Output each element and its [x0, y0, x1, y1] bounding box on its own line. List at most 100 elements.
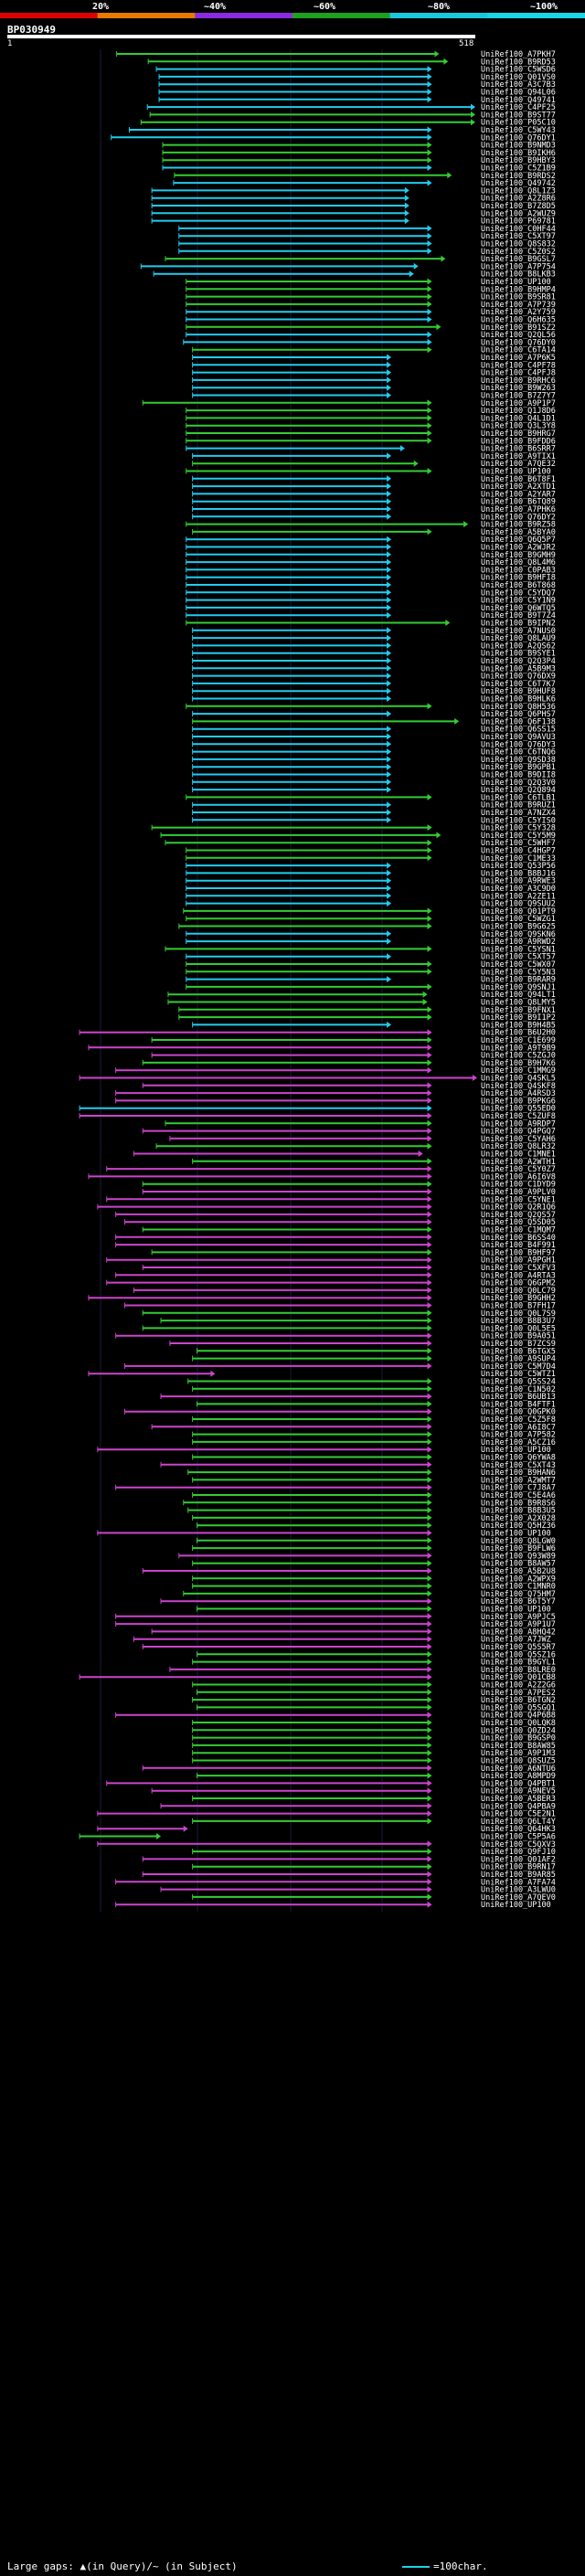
hit-row[interactable]: UniRef100_Q01AF2 — [142, 1855, 556, 1864]
hit-label[interactable]: UniRef100_A4RTA3 — [481, 1271, 556, 1280]
hit-label[interactable]: UniRef100_A9P1U7 — [481, 1620, 556, 1629]
hit-label[interactable]: UniRef100_Q2Q3P4 — [481, 657, 556, 666]
hit-label[interactable]: UniRef100_Q0L7S9 — [481, 1309, 556, 1319]
hit-row[interactable]: UniRef100_C5YAH6 — [169, 1135, 556, 1144]
hit-label[interactable]: UniRef100_A7NUS0 — [481, 627, 556, 636]
hit-label[interactable]: UniRef100_Q9FJ10 — [481, 1848, 556, 1857]
hit-row[interactable]: UniRef100_Q8L1Z3 — [151, 186, 556, 196]
hit-row[interactable]: UniRef100_A7P6K5 — [192, 354, 556, 363]
hit-row[interactable]: UniRef100_C0PAB3 — [186, 566, 556, 575]
hit-label[interactable]: UniRef100_Q0GPK0 — [481, 1408, 556, 1417]
hit-row[interactable]: UniRef100_A6I8C7 — [151, 1423, 556, 1432]
hit-row[interactable]: UniRef100_B9HLK6 — [192, 695, 556, 705]
hit-row[interactable]: UniRef100_B9GHH2 — [88, 1294, 556, 1303]
hit-label[interactable]: UniRef100_Q6H635 — [481, 316, 556, 325]
hit-row[interactable]: UniRef100_B6T8F1 — [192, 475, 556, 484]
hit-label[interactable]: UniRef100_Q8LMY5 — [481, 999, 556, 1008]
hit-label[interactable]: UniRef100_Q01AF2 — [481, 1855, 556, 1864]
hit-label[interactable]: UniRef100_B9A051 — [481, 1332, 556, 1341]
hit-row[interactable]: UniRef100_C5E4A6 — [192, 1491, 556, 1500]
hit-row[interactable]: UniRef100_A2WMT7 — [192, 1476, 556, 1485]
hit-label[interactable]: UniRef100_Q4PBT1 — [481, 1779, 556, 1788]
hit-label[interactable]: UniRef100_Q76DY1 — [481, 133, 556, 143]
hit-row[interactable]: UniRef100_B9W263 — [192, 384, 556, 393]
hit-label[interactable]: UniRef100_A7PHK6 — [481, 505, 556, 514]
hit-row[interactable]: UniRef100_Q0GPK0 — [123, 1408, 556, 1417]
hit-label[interactable]: UniRef100_C5E2N1 — [481, 1810, 556, 1819]
hit-label[interactable]: UniRef100_A9PLV0 — [481, 1188, 556, 1197]
hit-row[interactable]: UniRef100_A2Y759 — [186, 308, 556, 317]
hit-label[interactable]: UniRef100_Q8S832 — [481, 240, 556, 249]
hit-row[interactable]: UniRef100_A9T9B9 — [88, 1044, 556, 1053]
hit-row[interactable]: UniRef100_C5Y5N3 — [186, 968, 556, 977]
hit-row[interactable]: UniRef100_B6TGN2 — [192, 1696, 556, 1705]
hit-label[interactable]: UniRef100_UP100 — [481, 1530, 551, 1539]
hit-label[interactable]: UniRef100_C5WZG1 — [481, 915, 556, 924]
hit-row[interactable]: UniRef100_B9SYE1 — [192, 650, 556, 659]
hit-row[interactable]: UniRef100_B9ST77 — [149, 111, 556, 120]
hit-row[interactable]: UniRef100_B9RAR9 — [186, 976, 556, 985]
hit-label[interactable]: UniRef100_A9P1M3 — [481, 1749, 556, 1758]
hit-row[interactable]: UniRef100_B8AW57 — [192, 1560, 556, 1569]
hit-row[interactable]: UniRef100_Q0LC79 — [133, 1287, 556, 1296]
hit-label[interactable]: UniRef100_Q8LGW0 — [481, 1537, 556, 1546]
hit-label[interactable]: UniRef100_C7J8A7 — [481, 1484, 556, 1493]
hit-label[interactable]: UniRef100_A7P6K5 — [481, 354, 556, 363]
hit-row[interactable]: UniRef100_Q55ED0 — [79, 1105, 556, 1114]
hit-row[interactable]: UniRef100_B91SZ2 — [186, 323, 556, 333]
hit-label[interactable]: UniRef100_A9NEV5 — [481, 1787, 556, 1797]
hit-label[interactable]: UniRef100_A6NTU6 — [481, 1765, 556, 1774]
hit-label[interactable]: UniRef100_B9GSL7 — [481, 255, 556, 264]
hit-label[interactable]: UniRef100_C5E4A6 — [481, 1491, 556, 1500]
hit-label[interactable]: UniRef100_C4PF25 — [481, 103, 556, 112]
hit-row[interactable]: UniRef100_B9PKG6 — [115, 1097, 556, 1106]
hit-label[interactable]: UniRef100_UP100 — [481, 278, 551, 287]
hit-label[interactable]: UniRef100_C5YAH6 — [481, 1135, 556, 1144]
hit-row[interactable]: UniRef100_C4PF78 — [192, 361, 556, 370]
hit-label[interactable]: UniRef100_C1N502 — [481, 1385, 556, 1394]
hit-row[interactable]: UniRef100_C6TLB1 — [186, 793, 556, 802]
hit-row[interactable]: UniRef100_A5B9M3 — [192, 664, 556, 673]
hit-row[interactable]: UniRef100_UP100 — [97, 1446, 551, 1455]
hit-row[interactable]: UniRef100_B7Z7Y7 — [192, 392, 556, 401]
hit-row[interactable]: UniRef100_A2QS62 — [192, 641, 556, 651]
hit-label[interactable]: UniRef100_UP100 — [481, 468, 551, 477]
hit-label[interactable]: UniRef100_A5B2U8 — [481, 1567, 556, 1576]
hit-label[interactable]: UniRef100_A7P754 — [481, 262, 556, 271]
hit-label[interactable]: UniRef100_A9TIX1 — [481, 452, 556, 461]
hit-label[interactable]: UniRef100_C5ZUF8 — [481, 1112, 556, 1121]
hit-row[interactable]: UniRef100_C5Z1B9 — [162, 164, 556, 174]
hit-row[interactable]: UniRef100_A9PJC5 — [115, 1613, 556, 1622]
hit-row[interactable]: UniRef100_C5Y1N9 — [186, 597, 556, 606]
hit-label[interactable]: UniRef100_B9HUF8 — [481, 687, 556, 696]
hit-label[interactable]: UniRef100_P05C10 — [481, 119, 556, 128]
hit-label[interactable]: UniRef100_B8AW85 — [481, 1742, 556, 1751]
hit-label[interactable]: UniRef100_Q9SNJ1 — [481, 983, 556, 992]
hit-label[interactable]: UniRef100_A2WJR2 — [481, 544, 556, 553]
hit-label[interactable]: UniRef100_C5WHF7 — [481, 839, 556, 848]
hit-label[interactable]: UniRef100_Q49742 — [481, 179, 556, 188]
hit-row[interactable]: UniRef100_Q0L7S9 — [142, 1309, 556, 1319]
hit-row[interactable]: UniRef100_B9RD53 — [147, 58, 556, 67]
hit-row[interactable]: UniRef100_C5ZGJ0 — [151, 1052, 556, 1061]
hit-label[interactable]: UniRef100_C5Z0S2 — [481, 248, 556, 257]
hit-label[interactable]: UniRef100_A2ZE11 — [481, 892, 556, 901]
hit-row[interactable]: UniRef100_Q5SGQ1 — [197, 1703, 556, 1712]
hit-row[interactable]: UniRef100_B9AR85 — [142, 1871, 556, 1880]
hit-label[interactable]: UniRef100_B9H4B5 — [481, 1021, 556, 1030]
hit-label[interactable]: UniRef100_A2Z2G6 — [481, 1681, 556, 1691]
hit-row[interactable]: UniRef100_B9GSP0 — [192, 1734, 556, 1744]
hit-row[interactable]: UniRef100_Q6H635 — [186, 316, 556, 325]
hit-row[interactable]: UniRef100_Q9SNJ1 — [186, 983, 556, 992]
hit-row[interactable]: UniRef100_B9GPB1 — [192, 763, 556, 772]
hit-row[interactable]: UniRef100_A9P1U7 — [115, 1620, 556, 1629]
hit-label[interactable]: UniRef100_C5YIS0 — [481, 816, 556, 825]
hit-row[interactable]: UniRef100_Q9SD38 — [192, 756, 556, 765]
hit-row[interactable]: UniRef100_B8B3U7 — [160, 1317, 556, 1326]
hit-row[interactable]: UniRef100_C1MNE1 — [133, 1150, 556, 1160]
hit-label[interactable]: UniRef100_C5ZGJ0 — [481, 1052, 556, 1061]
hit-row[interactable]: UniRef100_A9TIX1 — [192, 452, 556, 461]
hit-row[interactable]: UniRef100_C5QXV3 — [97, 1840, 556, 1850]
hit-label[interactable]: UniRef100_A9PGH1 — [481, 1256, 556, 1266]
hit-row[interactable]: UniRef100_A5CZ16 — [192, 1438, 556, 1447]
